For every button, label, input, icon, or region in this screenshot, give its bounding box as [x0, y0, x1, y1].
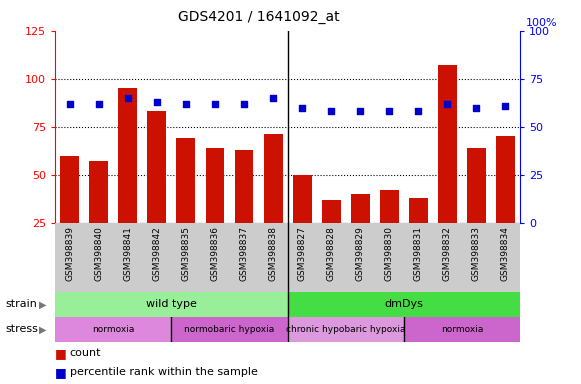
Text: GSM398839: GSM398839	[65, 226, 74, 281]
Text: GSM398840: GSM398840	[94, 226, 103, 281]
Text: GDS4201 / 1641092_at: GDS4201 / 1641092_at	[178, 10, 339, 23]
Bar	[322, 200, 340, 223]
Bar	[467, 148, 486, 223]
Bar	[235, 150, 253, 223]
Text: ▶: ▶	[39, 299, 46, 310]
Point	[94, 101, 103, 107]
Point	[443, 101, 452, 107]
Point	[268, 95, 278, 101]
Point	[327, 108, 336, 114]
Text: GSM398829: GSM398829	[356, 226, 365, 281]
Bar	[404, 317, 520, 342]
Bar	[171, 317, 288, 342]
Bar	[55, 317, 171, 342]
Bar	[200, 223, 229, 292]
Point	[501, 103, 510, 109]
Text: wild type: wild type	[146, 299, 197, 310]
Text: GSM398828: GSM398828	[327, 226, 336, 281]
Bar	[346, 223, 375, 292]
Bar	[351, 194, 370, 223]
Point	[297, 104, 307, 111]
Text: normobaric hypoxia: normobaric hypoxia	[184, 325, 275, 334]
Text: GSM398837: GSM398837	[239, 226, 249, 281]
Bar	[288, 223, 317, 292]
Bar	[404, 223, 433, 292]
Bar	[119, 88, 137, 223]
Bar	[55, 292, 288, 317]
Point	[181, 101, 191, 107]
Point	[385, 108, 394, 114]
Text: chronic hypobaric hypoxia: chronic hypobaric hypoxia	[286, 325, 406, 334]
Text: GSM398831: GSM398831	[414, 226, 423, 281]
Text: 100%: 100%	[526, 18, 557, 28]
Text: GSM398827: GSM398827	[297, 226, 307, 281]
Bar	[496, 136, 515, 223]
Bar	[113, 223, 142, 292]
Bar	[142, 223, 171, 292]
Text: strain: strain	[6, 299, 38, 310]
Text: normoxia: normoxia	[92, 325, 134, 334]
Text: ■: ■	[55, 366, 67, 379]
Point	[210, 101, 220, 107]
Bar	[409, 198, 428, 223]
Text: ▶: ▶	[39, 324, 46, 334]
Point	[472, 104, 481, 111]
Bar	[438, 65, 457, 223]
Bar	[288, 317, 404, 342]
Point	[123, 95, 132, 101]
Text: ■: ■	[55, 347, 67, 360]
Bar	[264, 134, 282, 223]
Text: GSM398834: GSM398834	[501, 226, 510, 281]
Text: GSM398842: GSM398842	[152, 226, 162, 281]
Bar	[317, 223, 346, 292]
Text: GSM398836: GSM398836	[210, 226, 220, 281]
Point	[356, 108, 365, 114]
Bar	[375, 223, 404, 292]
Text: GSM398830: GSM398830	[385, 226, 394, 281]
Text: stress: stress	[6, 324, 39, 334]
Bar	[433, 223, 462, 292]
Bar	[60, 156, 79, 223]
Text: dmDys: dmDys	[385, 299, 423, 310]
Text: count: count	[70, 348, 101, 358]
Text: GSM398833: GSM398833	[472, 226, 481, 281]
Point	[152, 99, 162, 105]
Bar	[55, 223, 84, 292]
Bar	[293, 175, 311, 223]
Text: GSM398841: GSM398841	[123, 226, 132, 281]
Bar	[380, 190, 399, 223]
Bar	[89, 161, 108, 223]
Bar	[491, 223, 520, 292]
Point	[414, 108, 423, 114]
Bar	[84, 223, 113, 292]
Text: normoxia: normoxia	[441, 325, 483, 334]
Text: GSM398832: GSM398832	[443, 226, 452, 281]
Point	[65, 101, 74, 107]
Text: GSM398835: GSM398835	[181, 226, 191, 281]
Point	[239, 101, 249, 107]
Bar	[171, 223, 200, 292]
Bar	[177, 138, 195, 223]
Bar	[206, 148, 224, 223]
Bar	[288, 292, 520, 317]
Text: GSM398838: GSM398838	[268, 226, 278, 281]
Bar	[229, 223, 259, 292]
Bar	[462, 223, 491, 292]
Bar	[259, 223, 288, 292]
Bar	[148, 111, 166, 223]
Text: percentile rank within the sample: percentile rank within the sample	[70, 367, 257, 377]
